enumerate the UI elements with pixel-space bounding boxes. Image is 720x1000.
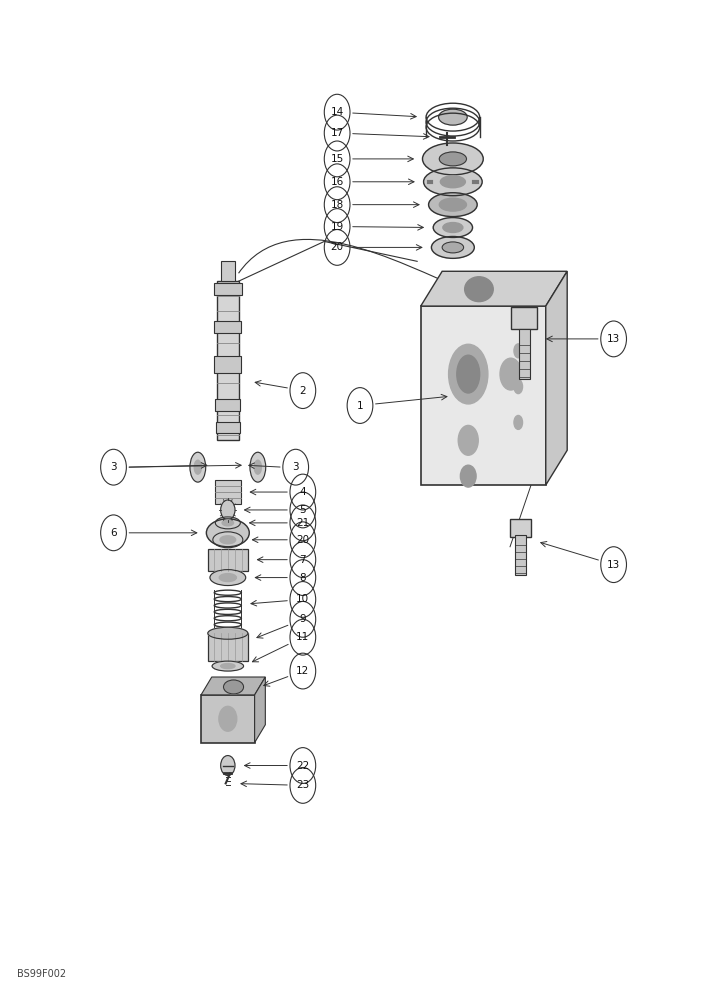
Ellipse shape bbox=[208, 627, 248, 639]
FancyBboxPatch shape bbox=[221, 261, 235, 281]
Text: 1: 1 bbox=[356, 401, 364, 411]
FancyBboxPatch shape bbox=[215, 480, 240, 504]
FancyBboxPatch shape bbox=[217, 281, 238, 440]
FancyBboxPatch shape bbox=[511, 307, 537, 329]
Text: 2: 2 bbox=[300, 386, 306, 396]
Text: 16: 16 bbox=[330, 177, 343, 187]
Ellipse shape bbox=[458, 425, 478, 455]
FancyBboxPatch shape bbox=[420, 306, 546, 485]
Text: 10: 10 bbox=[297, 594, 310, 604]
Ellipse shape bbox=[441, 176, 465, 188]
FancyBboxPatch shape bbox=[208, 633, 248, 661]
Text: 3: 3 bbox=[292, 462, 299, 472]
Ellipse shape bbox=[439, 152, 467, 166]
Text: 19: 19 bbox=[330, 222, 343, 232]
FancyBboxPatch shape bbox=[510, 519, 531, 537]
Text: 22: 22 bbox=[296, 761, 310, 771]
FancyBboxPatch shape bbox=[216, 422, 240, 433]
Ellipse shape bbox=[250, 452, 266, 482]
Polygon shape bbox=[201, 677, 266, 695]
Ellipse shape bbox=[456, 355, 480, 393]
Text: 23: 23 bbox=[296, 780, 310, 790]
Polygon shape bbox=[255, 677, 266, 743]
Circle shape bbox=[221, 500, 235, 520]
Ellipse shape bbox=[221, 664, 235, 669]
Ellipse shape bbox=[423, 143, 483, 175]
FancyBboxPatch shape bbox=[214, 283, 242, 295]
Ellipse shape bbox=[423, 168, 482, 196]
FancyBboxPatch shape bbox=[208, 549, 248, 571]
FancyBboxPatch shape bbox=[201, 695, 255, 743]
FancyBboxPatch shape bbox=[215, 356, 241, 373]
Ellipse shape bbox=[439, 198, 467, 211]
FancyBboxPatch shape bbox=[215, 399, 240, 410]
Text: 11: 11 bbox=[296, 632, 310, 642]
Ellipse shape bbox=[215, 517, 240, 529]
Ellipse shape bbox=[254, 460, 261, 474]
Ellipse shape bbox=[442, 242, 464, 253]
Text: 20: 20 bbox=[330, 242, 343, 252]
Ellipse shape bbox=[514, 380, 523, 394]
Ellipse shape bbox=[194, 460, 202, 474]
Ellipse shape bbox=[514, 415, 523, 429]
FancyBboxPatch shape bbox=[515, 535, 526, 575]
Ellipse shape bbox=[210, 570, 246, 586]
Ellipse shape bbox=[212, 661, 243, 671]
Text: 6: 6 bbox=[110, 528, 117, 538]
Ellipse shape bbox=[428, 193, 477, 217]
Ellipse shape bbox=[438, 109, 467, 125]
Text: 15: 15 bbox=[330, 154, 343, 164]
FancyBboxPatch shape bbox=[518, 329, 530, 379]
Ellipse shape bbox=[433, 218, 472, 237]
Text: 7: 7 bbox=[300, 555, 306, 565]
Text: 8: 8 bbox=[300, 573, 306, 583]
Text: 13: 13 bbox=[607, 560, 620, 570]
Text: 9: 9 bbox=[300, 614, 306, 624]
Ellipse shape bbox=[500, 358, 521, 390]
Text: 14: 14 bbox=[330, 107, 343, 117]
Polygon shape bbox=[420, 271, 567, 306]
Text: 13: 13 bbox=[607, 334, 620, 344]
Ellipse shape bbox=[220, 574, 236, 582]
Ellipse shape bbox=[464, 277, 493, 302]
Text: 20: 20 bbox=[297, 535, 310, 545]
Text: BS99F002: BS99F002 bbox=[17, 969, 66, 979]
Text: 17: 17 bbox=[330, 128, 343, 138]
Ellipse shape bbox=[443, 223, 463, 232]
Text: 3: 3 bbox=[110, 462, 117, 472]
Text: 18: 18 bbox=[330, 200, 343, 210]
Ellipse shape bbox=[223, 680, 243, 694]
Ellipse shape bbox=[213, 532, 243, 548]
Polygon shape bbox=[546, 271, 567, 485]
Text: 4: 4 bbox=[300, 487, 306, 497]
Ellipse shape bbox=[220, 536, 235, 544]
Text: 12: 12 bbox=[296, 666, 310, 676]
FancyBboxPatch shape bbox=[215, 321, 241, 333]
Ellipse shape bbox=[207, 519, 249, 547]
Ellipse shape bbox=[449, 344, 488, 404]
Ellipse shape bbox=[219, 706, 237, 731]
Ellipse shape bbox=[431, 236, 474, 258]
Text: 21: 21 bbox=[296, 518, 310, 528]
Ellipse shape bbox=[460, 465, 476, 487]
Ellipse shape bbox=[222, 520, 233, 526]
Circle shape bbox=[221, 756, 235, 775]
Ellipse shape bbox=[190, 452, 206, 482]
Text: 5: 5 bbox=[300, 505, 306, 515]
Ellipse shape bbox=[514, 344, 523, 358]
